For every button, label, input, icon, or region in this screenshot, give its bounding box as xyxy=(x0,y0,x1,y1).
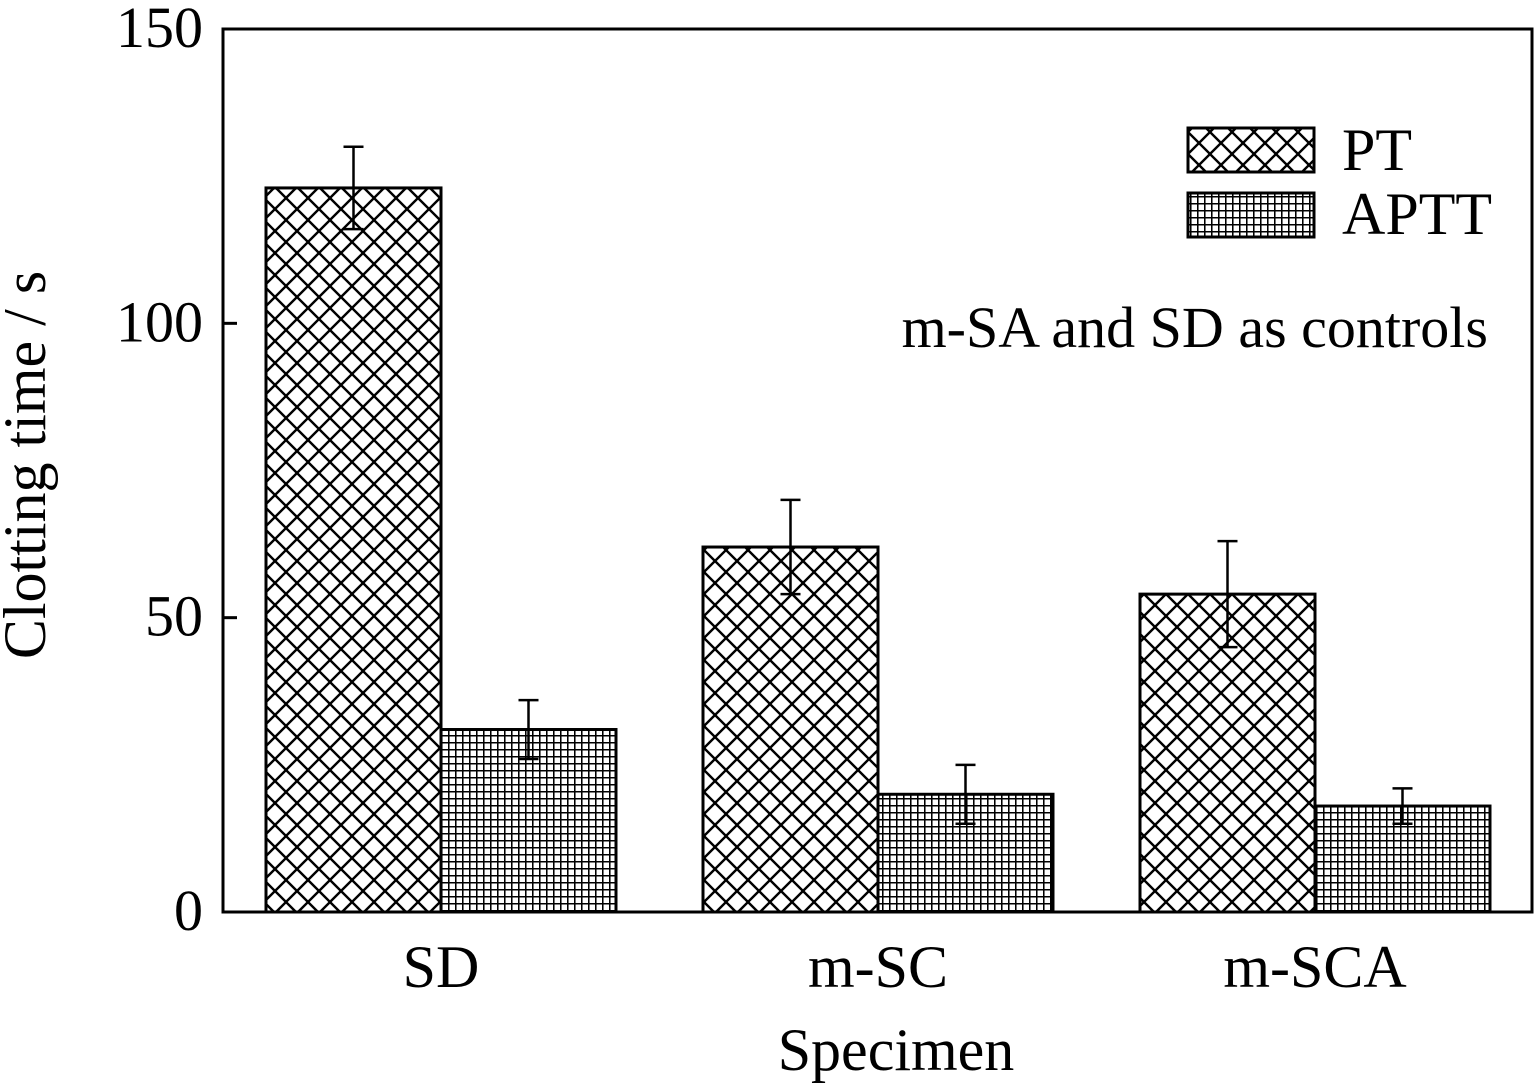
bar-aptt-m-sc xyxy=(876,792,1055,914)
y-axis-title: Clotting time / s xyxy=(0,271,58,659)
legend-label-aptt: APTT xyxy=(1342,181,1492,247)
error-bar-pt-sd xyxy=(343,145,364,231)
y-tick-label: 100 xyxy=(116,289,203,354)
error-bar-aptt-m-sca xyxy=(1392,787,1413,825)
bar-pt-sd xyxy=(264,186,443,914)
legend: PT APTT xyxy=(1186,117,1492,247)
x-tick-label: SD xyxy=(403,934,480,1000)
x-tick-label: m-SCA xyxy=(1223,934,1406,1000)
y-tick-label: 0 xyxy=(174,878,203,943)
x-tick-label: m-SC xyxy=(808,934,948,1000)
error-bar-pt-m-sca xyxy=(1217,539,1238,649)
chart-annotation: m-SA and SD as controls xyxy=(902,295,1488,360)
legend-swatch-aptt xyxy=(1186,191,1316,239)
x-axis-title: Specimen xyxy=(778,1017,1015,1083)
error-bar-pt-m-sc xyxy=(780,498,801,596)
x-axis: SD m-SC m-SCA xyxy=(403,934,1407,1000)
error-bar-aptt-m-sc xyxy=(955,763,976,825)
bar-pt-m-sc xyxy=(701,545,880,914)
error-bar-aptt-sd xyxy=(518,698,539,761)
error-bars-layer xyxy=(343,145,1413,825)
y-tick-label: 150 xyxy=(116,0,203,60)
legend-swatch-pt xyxy=(1186,126,1316,174)
y-tick-label: 50 xyxy=(145,584,203,649)
legend-label-pt: PT xyxy=(1342,117,1412,183)
plot-frame xyxy=(221,27,1534,914)
y-axis: 0 50 100 150 xyxy=(116,0,237,943)
